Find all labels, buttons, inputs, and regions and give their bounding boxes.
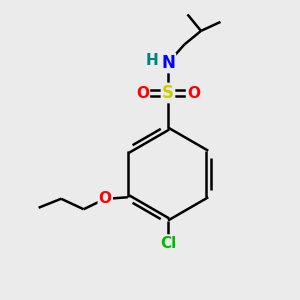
Text: Cl: Cl [160,236,176,250]
Text: N: N [161,54,175,72]
Text: O: O [187,85,200,100]
Text: H: H [146,53,159,68]
Text: S: S [162,84,174,102]
Text: O: O [99,191,112,206]
Text: O: O [136,85,149,100]
